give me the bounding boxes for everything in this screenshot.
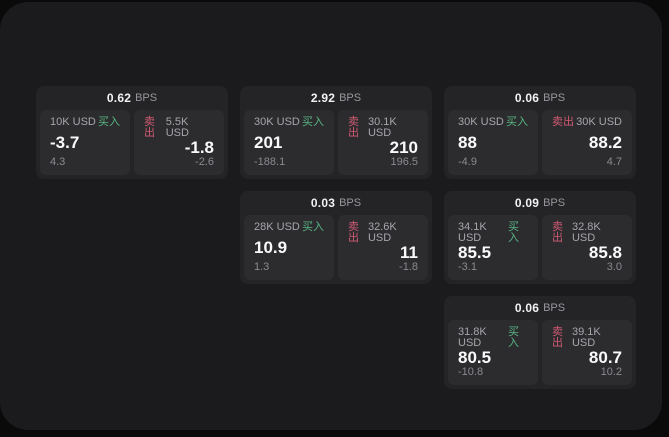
bps-unit: BPS	[543, 92, 566, 104]
bps-unit: BPS	[339, 197, 362, 209]
bps-value: 0.06	[514, 301, 540, 315]
buy-notional: 10K USD	[50, 116, 96, 128]
quote-card-3: 0.06 BPS 30K USD 买入 88 -4.9 卖出 30K USD 8…	[444, 86, 636, 179]
bps-unit: BPS	[135, 92, 158, 104]
sell-panel[interactable]: 卖出 5.5K USD -1.8 -2.6	[134, 110, 224, 175]
sell-notional: 32.8K USD	[571, 221, 601, 244]
buy-side-label: 买入	[98, 116, 120, 128]
buy-panel[interactable]: 34.1K USD 买入 85.5 -3.1	[448, 215, 538, 280]
sell-price: 88.2	[588, 132, 622, 152]
bps-header: 0.06 BPS	[444, 296, 636, 320]
sell-delta: 196.5	[390, 156, 418, 168]
buy-price: 10.9	[254, 237, 288, 257]
buy-notional: 28K USD	[254, 221, 300, 233]
sell-delta: 4.7	[606, 156, 622, 168]
app-window: 0.62 BPS 10K USD 买入 -3.7 4.3 卖出 5.5K USD…	[0, 2, 662, 430]
sell-notional: 30.1K USD	[367, 116, 397, 139]
bps-value: 0.09	[514, 196, 540, 210]
sell-price: 80.7	[588, 348, 622, 368]
sell-notional: 5.5K USD	[165, 116, 189, 139]
sell-panel[interactable]: 卖出 32.8K USD 85.8 3.0	[542, 215, 632, 280]
bps-value: 0.62	[106, 91, 132, 105]
buy-price: 80.5	[458, 348, 492, 368]
sell-panel[interactable]: 卖出 39.1K USD 80.7 10.2	[542, 320, 632, 385]
bps-unit: BPS	[543, 302, 566, 314]
buy-side-label: 买入	[508, 326, 520, 349]
buy-notional: 30K USD	[254, 116, 300, 128]
quote-card-6: 0.06 BPS 31.8K USD 买入 80.5 -10.8 卖出 39.1…	[444, 296, 636, 389]
quote-card-2: 2.92 BPS 30K USD 买入 201 -188.1 卖出 30.1K …	[240, 86, 432, 179]
sell-price: 11	[400, 243, 418, 263]
sell-delta: -1.8	[399, 261, 418, 273]
sell-side-label: 卖出	[552, 221, 563, 244]
sell-price: -1.8	[184, 138, 214, 158]
sell-panel[interactable]: 卖出 32.6K USD 11 -1.8	[338, 215, 428, 280]
bps-value: 2.92	[310, 91, 336, 105]
sell-delta: -2.6	[195, 156, 214, 168]
sell-panel[interactable]: 卖出 30.1K USD 210 196.5	[338, 110, 428, 175]
sell-side-label: 卖出	[144, 116, 155, 139]
buy-delta: 1.3	[254, 261, 270, 273]
buy-panel[interactable]: 31.8K USD 买入 80.5 -10.8	[448, 320, 538, 385]
sell-side-label: 卖出	[348, 116, 359, 139]
sell-delta: 10.2	[600, 366, 622, 378]
bps-header: 0.03 BPS	[240, 191, 432, 215]
bps-header: 2.92 BPS	[240, 86, 432, 110]
sell-side-label: 卖出	[552, 326, 563, 349]
sell-price: 85.8	[588, 243, 622, 263]
buy-notional: 34.1K USD	[458, 221, 487, 244]
bps-value: 0.03	[310, 196, 336, 210]
buy-notional: 31.8K USD	[458, 326, 487, 349]
bps-unit: BPS	[339, 92, 362, 104]
buy-side-label: 买入	[506, 116, 528, 128]
sell-notional: 30K USD	[576, 116, 622, 128]
sell-side-label: 卖出	[348, 221, 359, 244]
buy-panel[interactable]: 30K USD 买入 201 -188.1	[244, 110, 334, 175]
bps-unit: BPS	[543, 197, 566, 209]
buy-panel[interactable]: 10K USD 买入 -3.7 4.3	[40, 110, 130, 175]
buy-delta: -4.9	[458, 156, 477, 168]
buy-price: 201	[254, 132, 283, 152]
buy-panel[interactable]: 28K USD 买入 10.9 1.3	[244, 215, 334, 280]
buy-delta: -3.1	[458, 261, 477, 273]
quote-card-4: 0.03 BPS 28K USD 买入 10.9 1.3 卖出 32.6K US…	[240, 191, 432, 284]
buy-notional: 30K USD	[458, 116, 504, 128]
bps-header: 0.06 BPS	[444, 86, 636, 110]
buy-price: -3.7	[50, 132, 80, 152]
sell-side-label: 卖出	[552, 116, 574, 128]
sell-price: 210	[389, 138, 418, 158]
bps-value: 0.06	[514, 91, 540, 105]
buy-price: 85.5	[458, 243, 492, 263]
sell-notional: 32.6K USD	[367, 221, 397, 244]
sell-panel[interactable]: 卖出 30K USD 88.2 4.7	[542, 110, 632, 175]
buy-price: 88	[458, 132, 477, 152]
sell-delta: 3.0	[606, 261, 622, 273]
buy-panel[interactable]: 30K USD 买入 88 -4.9	[448, 110, 538, 175]
quote-card-1: 0.62 BPS 10K USD 买入 -3.7 4.3 卖出 5.5K USD…	[36, 86, 228, 179]
buy-side-label: 买入	[302, 116, 324, 128]
bps-header: 0.09 BPS	[444, 191, 636, 215]
buy-delta: 4.3	[50, 156, 66, 168]
quote-card-5: 0.09 BPS 34.1K USD 买入 85.5 -3.1 卖出 32.8K…	[444, 191, 636, 284]
buy-delta: -188.1	[254, 156, 286, 168]
bps-header: 0.62 BPS	[36, 86, 228, 110]
sell-notional: 39.1K USD	[571, 326, 601, 349]
buy-delta: -10.8	[458, 366, 484, 378]
buy-side-label: 买入	[302, 221, 324, 233]
buy-side-label: 买入	[508, 221, 520, 244]
